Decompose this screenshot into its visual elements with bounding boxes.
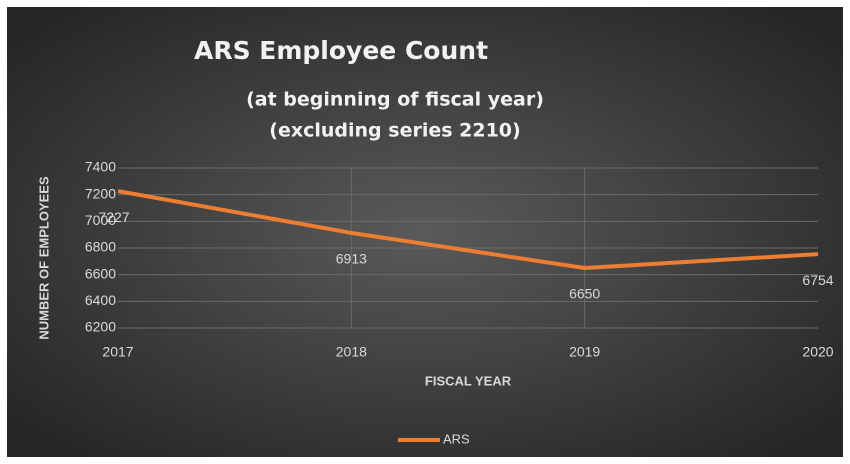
chart-subtitle: (excluding series 2210)	[269, 120, 520, 142]
x-tick-label: 2018	[336, 344, 367, 360]
y-tick-label: 7200	[85, 185, 116, 201]
x-tick-label: 2017	[102, 344, 133, 360]
chart-background	[7, 7, 843, 457]
data-label: 7227	[98, 209, 129, 225]
data-label: 6754	[802, 272, 833, 288]
line-series	[117, 189, 819, 270]
y-tick-label: 6400	[85, 292, 116, 308]
y-tick-label: 7400	[85, 159, 116, 175]
y-tick-label: 6800	[85, 239, 116, 255]
legend-label: ARS	[443, 431, 470, 446]
data-label: 6913	[336, 251, 367, 267]
data-label: 6650	[569, 286, 600, 302]
y-tick-label: 6200	[85, 319, 116, 335]
chart-title: ARS Employee Count	[194, 36, 488, 65]
y-tick-label: 6600	[85, 265, 116, 281]
x-tick-label: 2019	[569, 344, 600, 360]
x-tick-label: 2020	[802, 344, 833, 360]
y-axis-label: NUMBER OF EMPLOYEES	[36, 176, 51, 340]
x-axis-label: FISCAL YEAR	[425, 373, 512, 388]
y-tick-label: 7000	[85, 212, 116, 228]
chart-subtitle: (at beginning of fiscal year)	[246, 89, 544, 111]
